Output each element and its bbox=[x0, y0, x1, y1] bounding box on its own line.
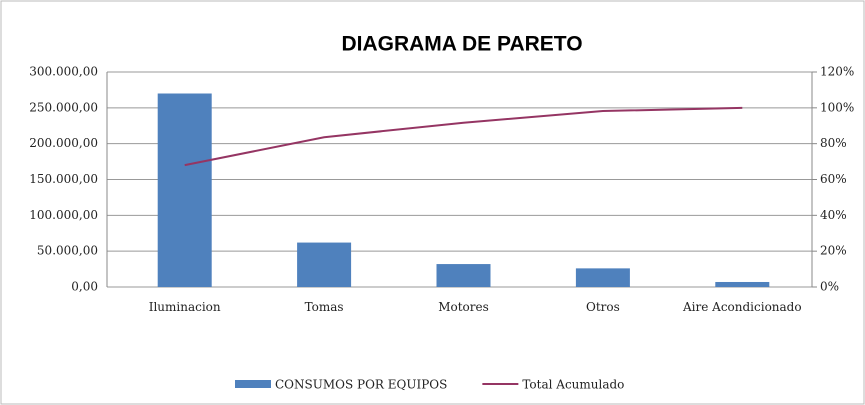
cumulative-line bbox=[184, 106, 743, 167]
y2-tick-label: 0% bbox=[820, 280, 839, 294]
y-tick-label: 200.000,00 bbox=[29, 136, 98, 150]
y-tick-label: 150.000,00 bbox=[29, 172, 98, 186]
bar bbox=[297, 242, 352, 287]
y2-tick-label: 60% bbox=[820, 172, 847, 186]
x-tick-label: Iluminacion bbox=[148, 300, 221, 314]
bar bbox=[715, 281, 770, 287]
legend-label: CONSUMOS POR EQUIPOS bbox=[275, 378, 447, 392]
legend-swatch bbox=[235, 380, 271, 388]
y-tick-label: 300.000,00 bbox=[29, 65, 98, 79]
y2-tick-label: 100% bbox=[820, 100, 854, 114]
x-tick-label: Otros bbox=[586, 300, 620, 314]
y2-tick-label: 120% bbox=[820, 65, 854, 79]
y-tick-label: 50.000,00 bbox=[37, 244, 98, 258]
y-tick-label: 0,00 bbox=[71, 280, 98, 294]
bar bbox=[157, 93, 212, 287]
x-tick-label: Motores bbox=[438, 300, 489, 314]
y-tick-label: 100.000,00 bbox=[29, 208, 98, 222]
y2-tick-label: 20% bbox=[820, 244, 847, 258]
y2-tick-label: 80% bbox=[820, 136, 847, 150]
x-tick-label: Aire Acondicionado bbox=[683, 300, 802, 314]
bar bbox=[436, 264, 491, 287]
bar bbox=[575, 268, 630, 287]
y2-tick-label: 40% bbox=[820, 208, 847, 222]
legend-label: Total Acumulado bbox=[522, 378, 624, 392]
x-tick-label: Tomas bbox=[304, 300, 344, 314]
y-tick-label: 250.000,00 bbox=[29, 100, 98, 114]
chart-title: DIAGRAMA DE PARETO bbox=[341, 33, 582, 56]
